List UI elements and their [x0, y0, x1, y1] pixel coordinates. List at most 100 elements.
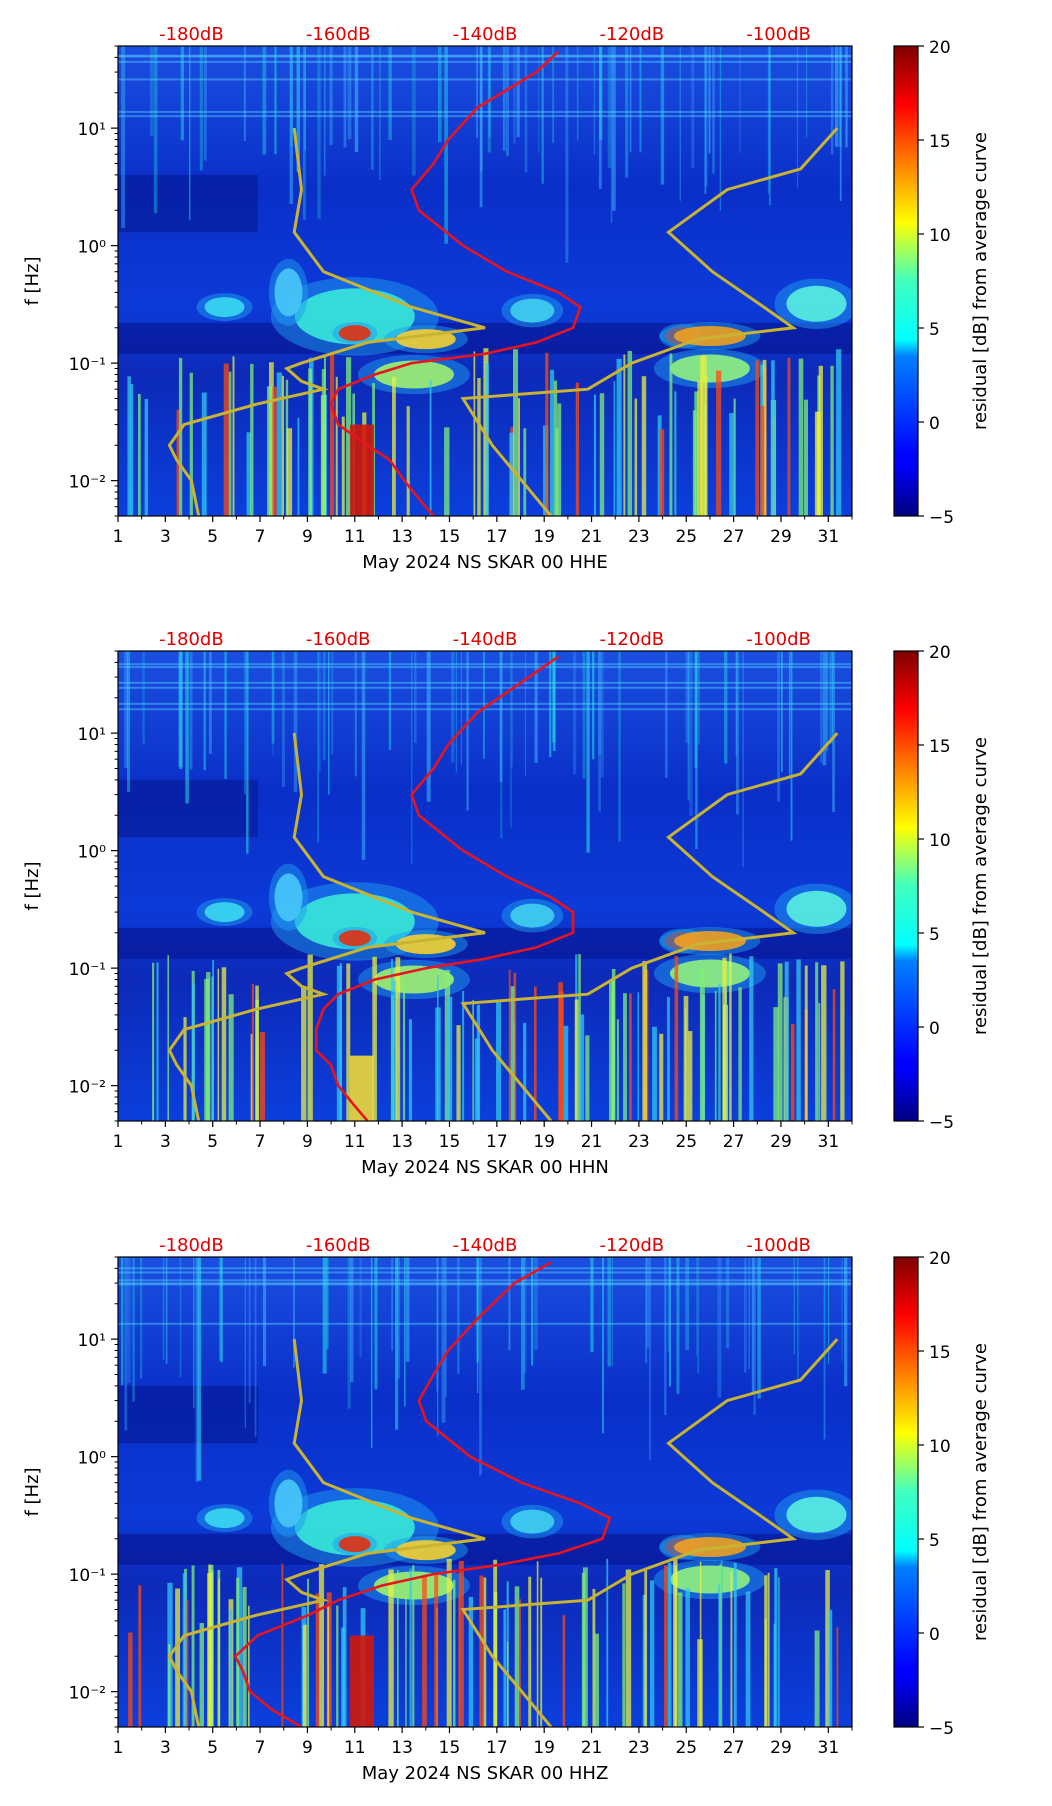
- noise-streak: [426, 651, 431, 802]
- transient-spike: [563, 1025, 569, 1121]
- x-tick-label: 15: [439, 527, 461, 547]
- noise-streak: [411, 651, 413, 864]
- noise-streak: [395, 1257, 399, 1430]
- x-axis-label: May 2024 NS SKAR 00 HHE: [362, 552, 608, 573]
- transient-spike: [479, 1575, 484, 1727]
- x-tick-label: 5: [207, 1738, 218, 1758]
- db-scale-label: -160dB: [306, 24, 371, 45]
- transient-spike: [729, 953, 732, 1121]
- noise-streak: [668, 1257, 672, 1387]
- transient-spike: [557, 403, 562, 516]
- noise-streak: [317, 651, 319, 842]
- noise-streak: [736, 651, 739, 815]
- colorbar-tick-label: 15: [929, 1343, 951, 1363]
- colorbar-tick-label: 5: [929, 925, 940, 945]
- x-tick-label: 9: [302, 1132, 313, 1152]
- colorbar-tick-label: 0: [929, 414, 940, 434]
- transient-spike: [575, 382, 579, 516]
- transient-spike: [199, 1623, 204, 1727]
- transient-spike: [250, 1033, 253, 1121]
- noise-streak: [505, 46, 509, 157]
- transient-spike: [223, 363, 229, 516]
- spectrogram-area: [118, 1257, 852, 1727]
- transient-spike: [674, 391, 677, 516]
- noise-streak: [411, 46, 416, 176]
- transient-spike: [592, 1588, 596, 1727]
- transient-spike: [323, 354, 326, 516]
- noise-streak: [767, 46, 769, 194]
- noise-streak: [806, 46, 808, 137]
- signal-blob: [294, 893, 415, 950]
- colorbar-tick-label: 20: [929, 38, 951, 58]
- noise-streak: [607, 1257, 612, 1367]
- noise-streak: [697, 1257, 699, 1374]
- transient-spike: [667, 996, 670, 1121]
- noise-streak: [328, 651, 330, 795]
- noise-streak: [841, 1257, 843, 1362]
- transient-spike: [462, 990, 465, 1121]
- y-tick-label: 10¹: [78, 725, 106, 745]
- noise-streak: [480, 46, 483, 172]
- transient-spike: [435, 1007, 441, 1121]
- noise-streak: [679, 46, 682, 201]
- transient-spike: [749, 956, 754, 1121]
- transient-spike: [637, 992, 640, 1121]
- transient-spike: [729, 412, 735, 516]
- noise-streak: [319, 651, 321, 772]
- noise-streak: [359, 1257, 362, 1358]
- noise-streak: [140, 1257, 143, 1379]
- noise-streak: [725, 1257, 730, 1349]
- y-tick-label: 10⁻²: [69, 1078, 106, 1098]
- transient-spike: [207, 1573, 213, 1727]
- noise-streak: [445, 1257, 447, 1397]
- transient-spike: [558, 991, 564, 1121]
- noise-streak: [511, 651, 513, 768]
- transient-spike: [652, 1026, 657, 1121]
- noise-streak: [466, 651, 469, 811]
- noise-streak: [322, 1257, 327, 1374]
- transient-spike: [536, 1561, 539, 1727]
- colorbar-tick-label: 15: [929, 132, 951, 152]
- x-tick-label: 11: [344, 1132, 366, 1152]
- noise-streak: [735, 651, 737, 756]
- x-tick-label: 13: [391, 527, 413, 547]
- noise-streak: [531, 1257, 534, 1366]
- transient-spike: [745, 1591, 751, 1727]
- noise-streak: [374, 1257, 378, 1390]
- signal-blob: [338, 930, 371, 947]
- colorbar-tick-label: 20: [929, 1249, 951, 1269]
- noise-streak: [193, 1257, 195, 1409]
- noise-streak: [329, 46, 333, 146]
- noise-streak: [370, 1257, 373, 1448]
- x-tick-label: 31: [818, 527, 840, 547]
- x-tick-label: 29: [770, 1132, 792, 1152]
- noise-streak: [262, 1257, 267, 1367]
- noise-streak: [753, 1257, 756, 1415]
- noise-streak: [347, 46, 352, 140]
- noise-streak: [834, 46, 839, 147]
- noise-streak: [403, 1257, 406, 1407]
- transient-spike: [778, 1577, 780, 1727]
- noise-streak: [189, 46, 191, 221]
- transient-spike: [755, 360, 759, 516]
- transient-spike: [182, 1573, 187, 1727]
- transient-spike: [830, 365, 834, 516]
- transient-spike: [625, 1569, 632, 1727]
- db-scale-label: -180dB: [159, 24, 224, 45]
- transient-spike: [582, 1567, 588, 1727]
- noise-streak: [538, 46, 540, 153]
- transient-spike: [493, 1559, 498, 1727]
- noise-streak: [153, 46, 158, 214]
- noise-streak: [828, 1257, 830, 1364]
- transient-spike: [204, 978, 210, 1121]
- signal-blob: [274, 268, 303, 317]
- transient-spike: [767, 1572, 770, 1727]
- transient-spike: [762, 359, 767, 516]
- transient-spike: [513, 972, 517, 1121]
- noise-streak: [455, 651, 458, 773]
- noise-streak: [457, 1257, 460, 1375]
- transient-spike: [733, 1562, 737, 1727]
- signal-blob: [294, 1499, 415, 1556]
- noise-band: [118, 1282, 852, 1285]
